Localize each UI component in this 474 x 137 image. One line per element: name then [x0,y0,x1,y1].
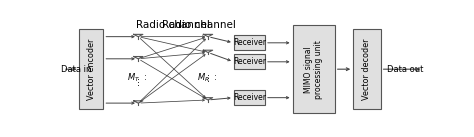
Bar [234,90,265,105]
Bar [80,29,103,109]
Text: MIMO signal
processing unit: MIMO signal processing unit [304,40,323,99]
Bar [292,25,335,113]
Text: ...: ... [131,76,141,85]
Text: $M_T$  :: $M_T$ : [127,71,147,84]
Text: $M_R$  :: $M_R$ : [197,71,218,84]
Bar [234,54,265,69]
Text: Vector decoder: Vector decoder [363,38,372,100]
Text: ...: ... [201,72,211,81]
Text: Radio channel: Radio channel [162,20,236,30]
Text: Receiver: Receiver [233,93,266,102]
Bar [353,29,381,109]
Text: Receiver: Receiver [233,38,266,47]
Text: Receiver: Receiver [233,57,266,66]
Text: Radio channel: Radio channel [136,20,210,30]
Bar [234,35,265,50]
Text: Vector encoder: Vector encoder [87,38,96,100]
Text: Data in: Data in [61,65,91,74]
Text: Data out: Data out [387,65,423,74]
